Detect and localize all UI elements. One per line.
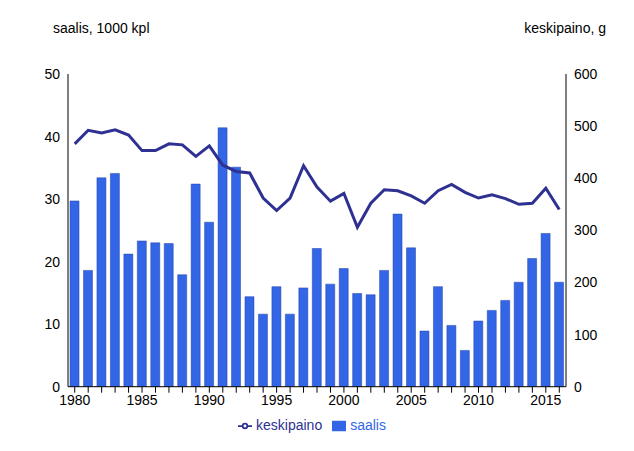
svg-text:1985: 1985 [126, 392, 157, 408]
svg-text:600: 600 [574, 66, 598, 82]
svg-text:40: 40 [44, 129, 60, 145]
svg-text:0: 0 [574, 379, 582, 395]
html-text:saalis: saalis [350, 416, 386, 433]
svg-text:10: 10 [44, 316, 60, 332]
svg-text:100: 100 [574, 327, 598, 343]
svg-text:200: 200 [574, 274, 598, 290]
svg-text:50: 50 [44, 66, 60, 82]
svg-text:2010: 2010 [463, 392, 494, 408]
svg-text:1990: 1990 [194, 392, 225, 408]
html-text:keskipaino, g: keskipaino, g [524, 20, 606, 36]
html-text:saalis, 1000 kpl: saalis, 1000 kpl [53, 20, 150, 36]
svg-text:2015: 2015 [530, 392, 561, 408]
svg-text:1980: 1980 [59, 392, 90, 408]
svg-text:500: 500 [574, 118, 598, 134]
svg-text:300: 300 [574, 222, 598, 238]
svg-text:1995: 1995 [261, 392, 292, 408]
svg-text:30: 30 [44, 191, 60, 207]
svg-text:0: 0 [52, 379, 60, 395]
svg-text:2000: 2000 [328, 392, 359, 408]
svg-text:2005: 2005 [396, 392, 427, 408]
svg-text:20: 20 [44, 254, 60, 270]
html-text:keskipaino: keskipaino [256, 416, 323, 433]
svg-text:400: 400 [574, 170, 598, 186]
